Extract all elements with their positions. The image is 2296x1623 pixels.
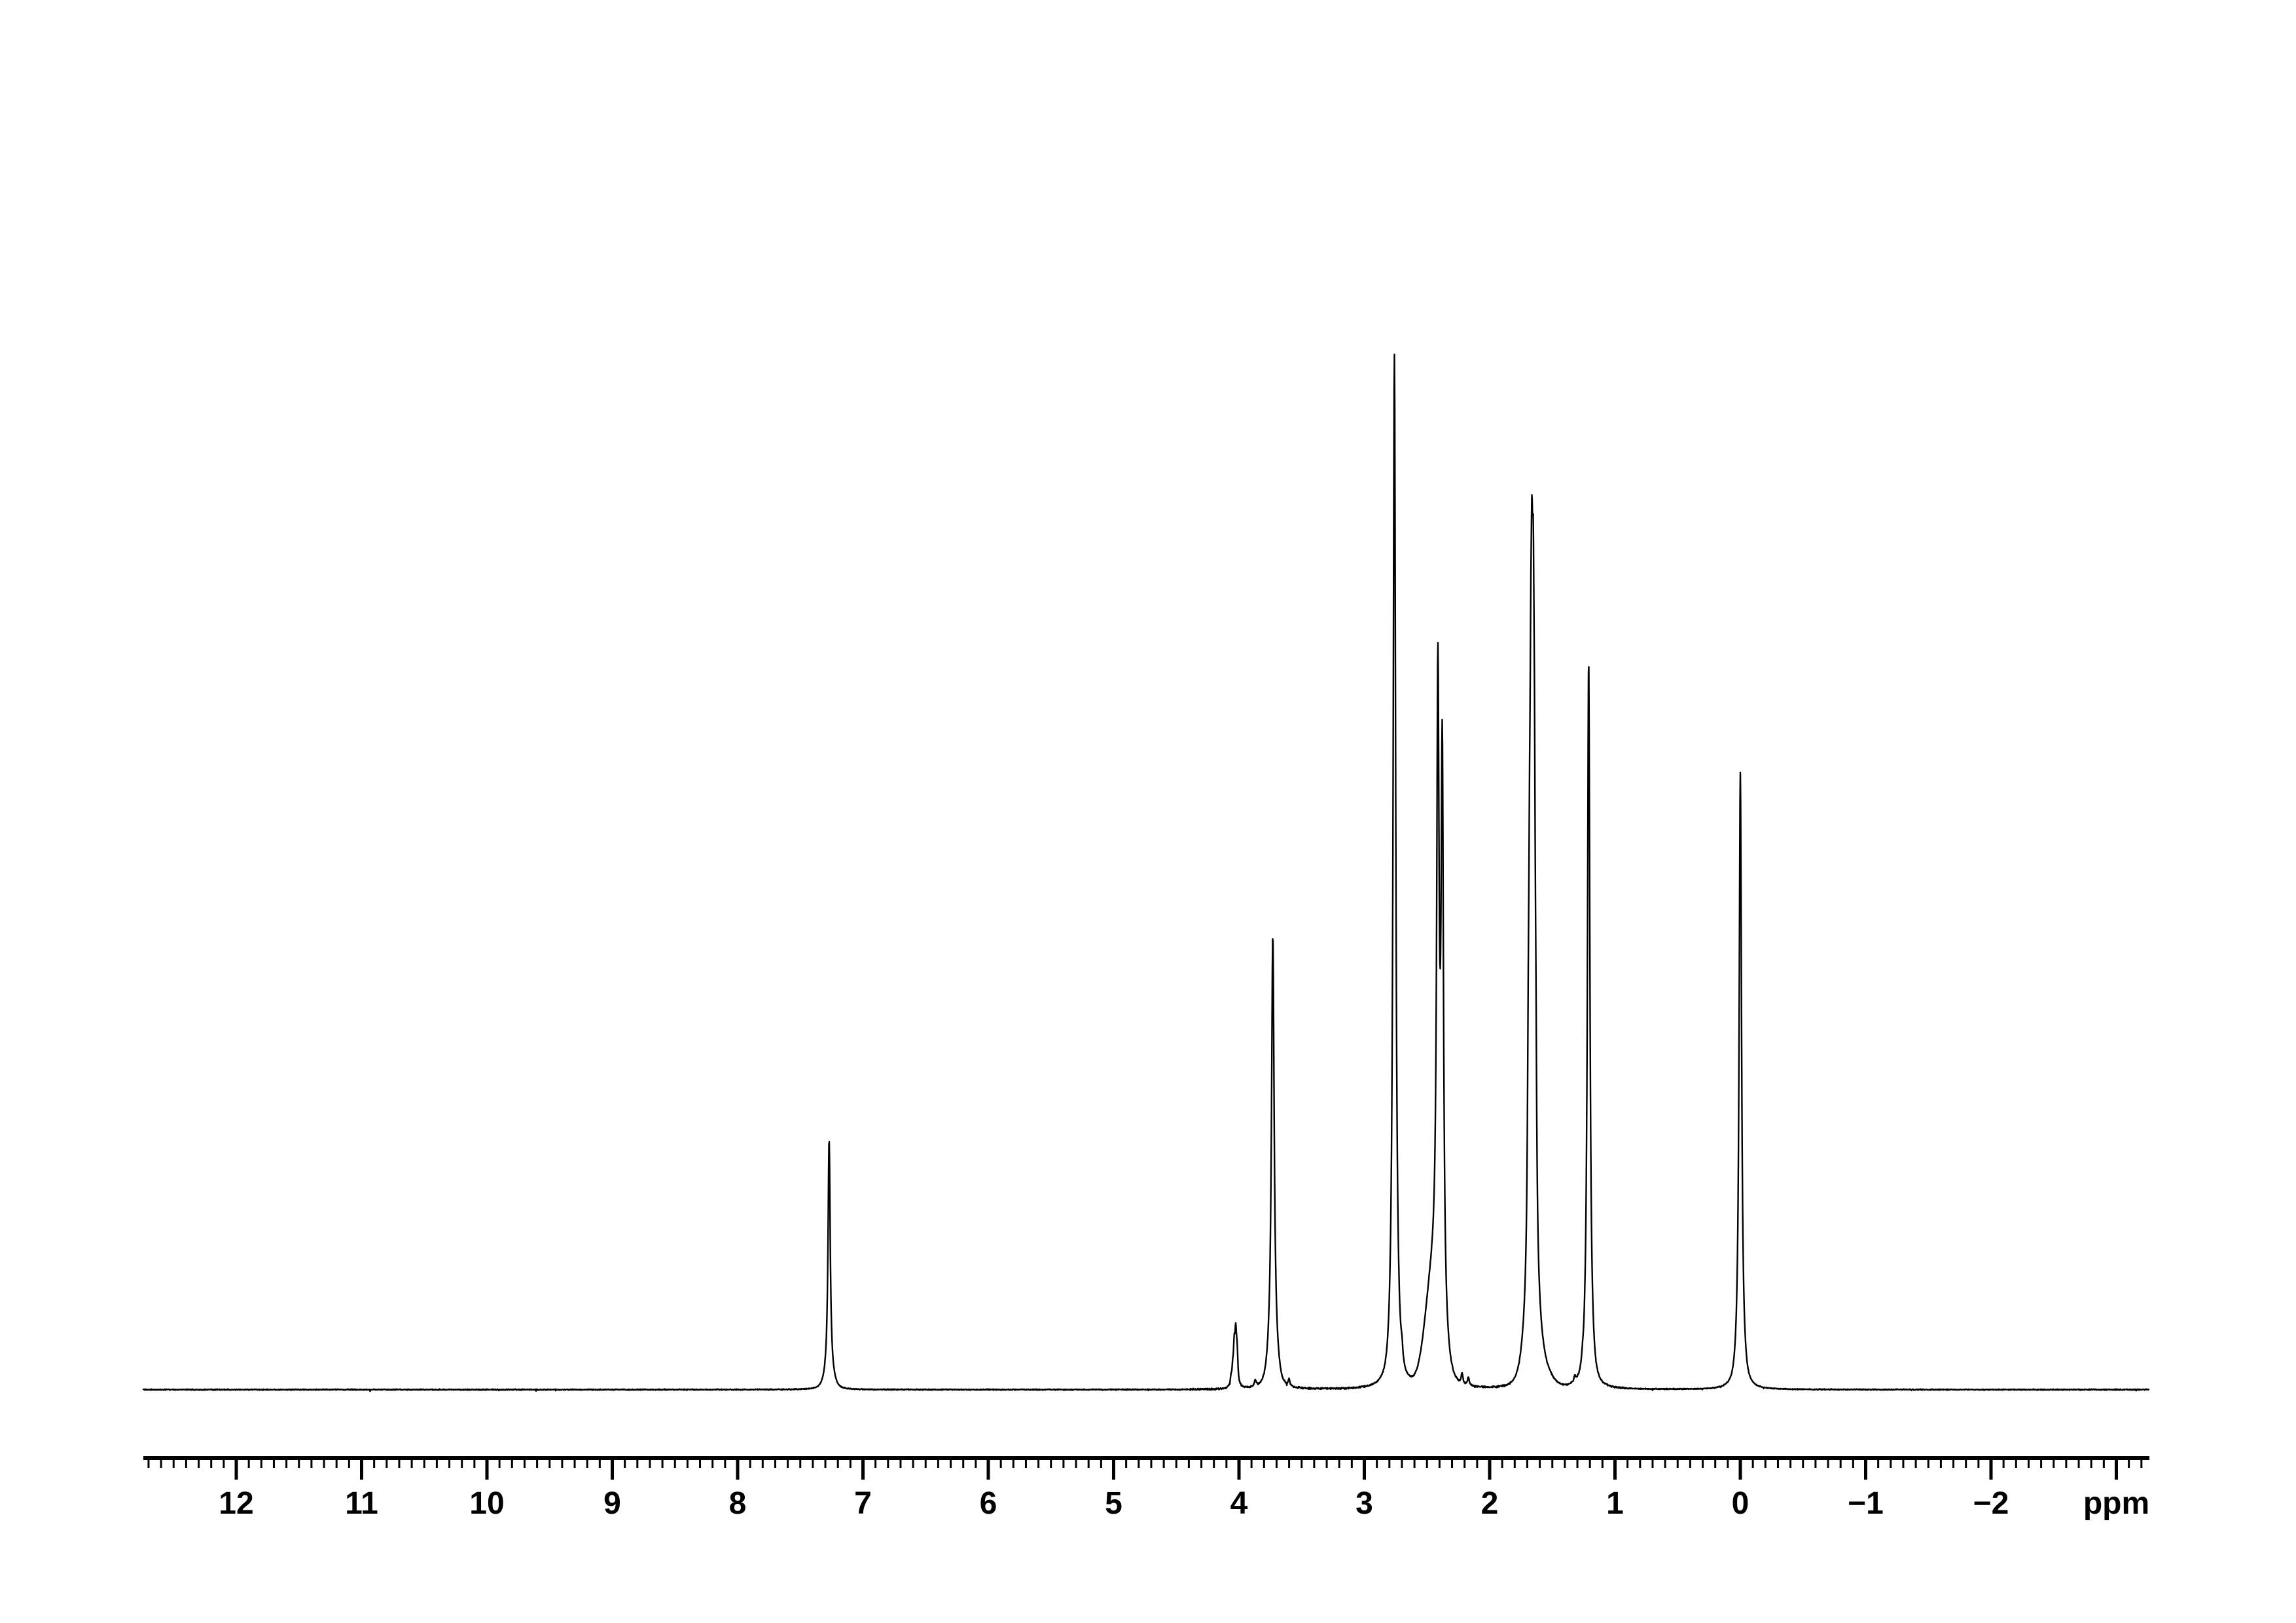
x-axis-tick-label: 1 bbox=[1606, 1486, 1624, 1521]
x-axis-tick-labels: 12 11 10 9 8 7 6 5 4 3 2 1 0 −1 −2 bbox=[219, 1486, 2009, 1521]
x-axis-ticks bbox=[147, 1460, 2143, 1480]
x-axis-tick-label: 5 bbox=[1105, 1486, 1122, 1521]
x-axis-unit-label: ppm bbox=[2083, 1486, 2149, 1521]
x-axis-tick-label: −2 bbox=[1973, 1486, 2009, 1521]
x-axis-tick-label: 10 bbox=[469, 1486, 504, 1521]
x-axis-tick-label: 3 bbox=[1355, 1486, 1373, 1521]
x-axis-tick-label: 11 bbox=[345, 1486, 378, 1521]
x-axis-tick-label: 7 bbox=[854, 1486, 872, 1521]
x-axis-tick-label: 0 bbox=[1732, 1486, 1749, 1521]
x-axis-tick-label: 4 bbox=[1230, 1486, 1248, 1521]
x-axis-tick-label: 9 bbox=[603, 1486, 621, 1521]
x-axis-tick-label: 12 bbox=[219, 1486, 253, 1521]
x-axis-tick-label: 6 bbox=[980, 1486, 997, 1521]
spectrum-trace bbox=[142, 354, 2150, 1393]
x-axis-tick-label: 8 bbox=[729, 1486, 747, 1521]
x-axis-tick-label: 2 bbox=[1481, 1486, 1499, 1521]
x-axis-tick-label: −1 bbox=[1848, 1486, 1884, 1521]
